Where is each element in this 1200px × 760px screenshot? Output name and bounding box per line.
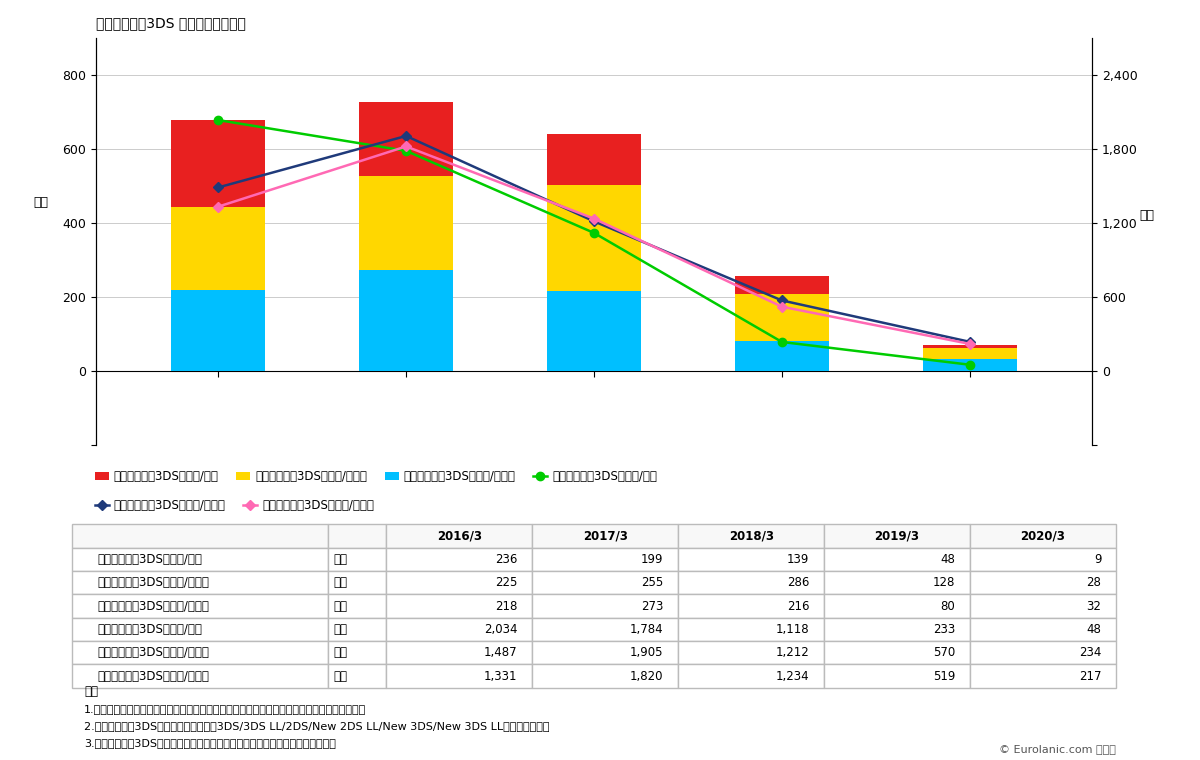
Text: 注釈: 注釈: [84, 686, 98, 698]
Bar: [923, 345, 1016, 349]
Bar: [172, 207, 265, 290]
Bar: [359, 270, 454, 371]
Text: 2.ニンテンドー3DSとは「ニンテンドー3DS/3DS LL/2DS/New 2DS LL/New 3DS/New 3DS LL」を指します。: 2.ニンテンドー3DSとは「ニンテンドー3DS/3DS LL/2DS/New 2…: [84, 720, 550, 731]
Y-axis label: 万台: 万台: [34, 196, 49, 209]
Bar: [172, 119, 265, 207]
Bar: [734, 294, 829, 341]
Bar: [923, 349, 1016, 359]
Text: ニンテンドー3DS プラットフォーム: ニンテンドー3DS プラットフォーム: [96, 17, 246, 30]
Legend: ニンテンドー3DSハード/国内, ニンテンドー3DSハード/米大陸, ニンテンドー3DSハード/その他, ニンテンドー3DSソフト/国内: ニンテンドー3DSハード/国内, ニンテンドー3DSハード/米大陸, ニンテンド…: [90, 466, 661, 488]
Text: 1.各数字は実数を四捨五入しているため、各期のトータルや合計数は必ずしも一致しません。: 1.各数字は実数を四捨五入しているため、各期のトータルや合計数は必ずしも一致しま…: [84, 704, 366, 714]
Bar: [734, 276, 829, 294]
Bar: [359, 176, 454, 270]
Bar: [359, 102, 454, 176]
Bar: [923, 359, 1016, 371]
Bar: [172, 290, 265, 371]
Text: 3.ニンテンドー3DSのソフトには、カードソフトのダウンロード版を含みます。: 3.ニンテンドー3DSのソフトには、カードソフトのダウンロード版を含みます。: [84, 737, 336, 748]
Legend: ニンテンドー3DSソフト/米大陸, ニンテンドー3DSソフト/その他: ニンテンドー3DSソフト/米大陸, ニンテンドー3DSソフト/その他: [90, 495, 378, 517]
Bar: [547, 134, 641, 185]
Y-axis label: 万本: 万本: [1139, 209, 1154, 222]
Text: © Eurolanic.com 転載元: © Eurolanic.com 転載元: [1000, 744, 1116, 755]
Bar: [734, 341, 829, 371]
Bar: [547, 291, 641, 371]
Bar: [547, 185, 641, 291]
